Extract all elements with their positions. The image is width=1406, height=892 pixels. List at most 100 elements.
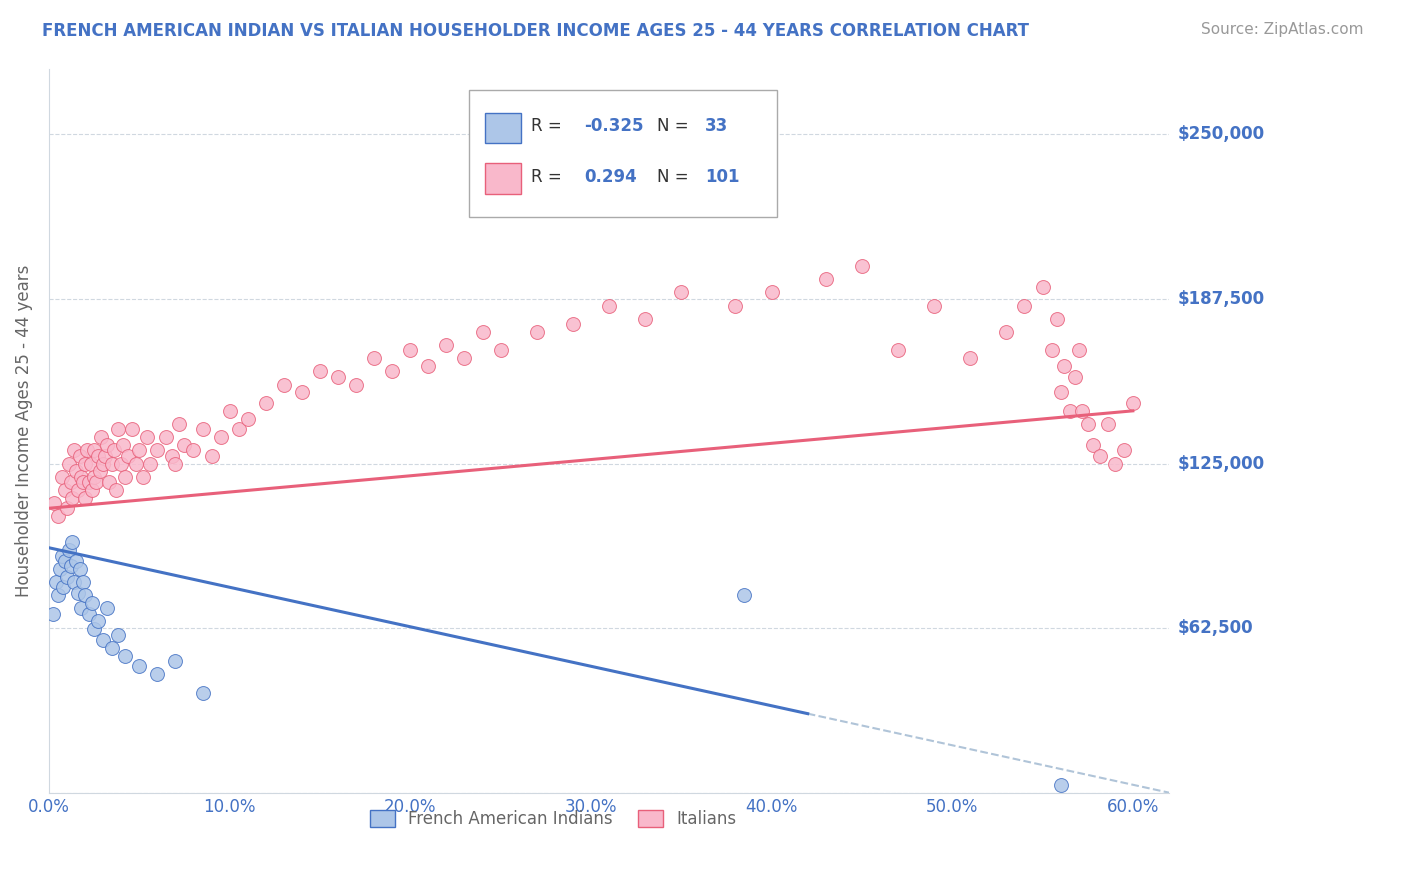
Point — [399, 343, 422, 358]
Point — [418, 359, 440, 373]
Point — [1097, 417, 1119, 431]
Point — [96, 438, 118, 452]
Point — [63, 443, 86, 458]
Point — [59, 559, 82, 574]
Point — [634, 311, 657, 326]
Point — [995, 325, 1018, 339]
Point — [236, 411, 259, 425]
Point — [344, 377, 367, 392]
Point — [598, 298, 620, 312]
Point — [191, 422, 214, 436]
Point — [96, 601, 118, 615]
Point — [77, 607, 100, 621]
Point — [58, 543, 80, 558]
Point — [273, 377, 295, 392]
Point — [167, 417, 190, 431]
Point — [309, 364, 332, 378]
Point — [82, 596, 104, 610]
Point — [112, 438, 135, 452]
Point — [107, 628, 129, 642]
Point — [103, 443, 125, 458]
Point — [117, 449, 139, 463]
Point — [46, 509, 69, 524]
Point — [58, 457, 80, 471]
Point — [128, 659, 150, 673]
Point — [1014, 298, 1036, 312]
Point — [200, 449, 222, 463]
Point — [733, 588, 755, 602]
Text: FRENCH AMERICAN INDIAN VS ITALIAN HOUSEHOLDER INCOME AGES 25 - 44 YEARS CORRELAT: FRENCH AMERICAN INDIAN VS ITALIAN HOUSEH… — [42, 22, 1029, 40]
Point — [89, 464, 111, 478]
Point — [51, 469, 73, 483]
Text: $250,000: $250,000 — [1177, 126, 1264, 144]
Point — [887, 343, 910, 358]
Point — [87, 615, 110, 629]
Point — [56, 501, 79, 516]
Text: 0.294: 0.294 — [585, 168, 637, 186]
Point — [135, 430, 157, 444]
Point — [128, 443, 150, 458]
Text: R =: R = — [530, 168, 567, 186]
Point — [101, 640, 124, 655]
Point — [45, 574, 67, 589]
Point — [75, 588, 97, 602]
Point — [110, 457, 132, 471]
Point — [79, 457, 101, 471]
Point — [291, 385, 314, 400]
Point — [1059, 404, 1081, 418]
Point — [49, 562, 72, 576]
Point — [76, 443, 98, 458]
Point — [1046, 311, 1069, 326]
Text: $187,500: $187,500 — [1177, 290, 1264, 308]
Point — [69, 449, 91, 463]
Point — [218, 404, 240, 418]
Point — [107, 422, 129, 436]
Point — [65, 464, 87, 478]
Point — [1081, 438, 1104, 452]
Point — [1040, 343, 1063, 358]
FancyBboxPatch shape — [470, 90, 778, 217]
Point — [209, 430, 232, 444]
Point — [561, 317, 583, 331]
Point — [959, 351, 981, 366]
Legend: French American Indians, Italians: French American Indians, Italians — [363, 804, 742, 835]
Point — [165, 457, 187, 471]
Point — [132, 469, 155, 483]
Point — [72, 574, 94, 589]
Point — [671, 285, 693, 300]
Point — [62, 535, 84, 549]
Text: N =: N = — [657, 118, 695, 136]
Point — [363, 351, 385, 366]
Point — [1067, 343, 1090, 358]
Point — [155, 430, 177, 444]
Text: Source: ZipAtlas.com: Source: ZipAtlas.com — [1201, 22, 1364, 37]
Point — [87, 449, 110, 463]
Point — [146, 443, 169, 458]
Point — [1104, 457, 1126, 471]
Point — [114, 648, 136, 663]
Y-axis label: Householder Income Ages 25 - 44 years: Householder Income Ages 25 - 44 years — [15, 264, 32, 597]
Point — [46, 588, 69, 602]
Point — [53, 554, 76, 568]
Point — [851, 259, 873, 273]
Point — [83, 623, 105, 637]
Point — [191, 685, 214, 699]
Point — [77, 475, 100, 489]
Point — [489, 343, 512, 358]
Point — [453, 351, 475, 366]
Point — [1053, 359, 1076, 373]
Point — [66, 585, 89, 599]
Point — [139, 457, 162, 471]
Point — [114, 469, 136, 483]
Point — [228, 422, 250, 436]
Point — [82, 483, 104, 497]
Point — [75, 457, 97, 471]
Point — [526, 325, 548, 339]
Point — [1049, 778, 1071, 792]
Point — [44, 496, 66, 510]
Point — [70, 469, 93, 483]
Point — [94, 449, 117, 463]
Point — [104, 483, 127, 497]
Point — [121, 422, 143, 436]
Point — [41, 607, 63, 621]
